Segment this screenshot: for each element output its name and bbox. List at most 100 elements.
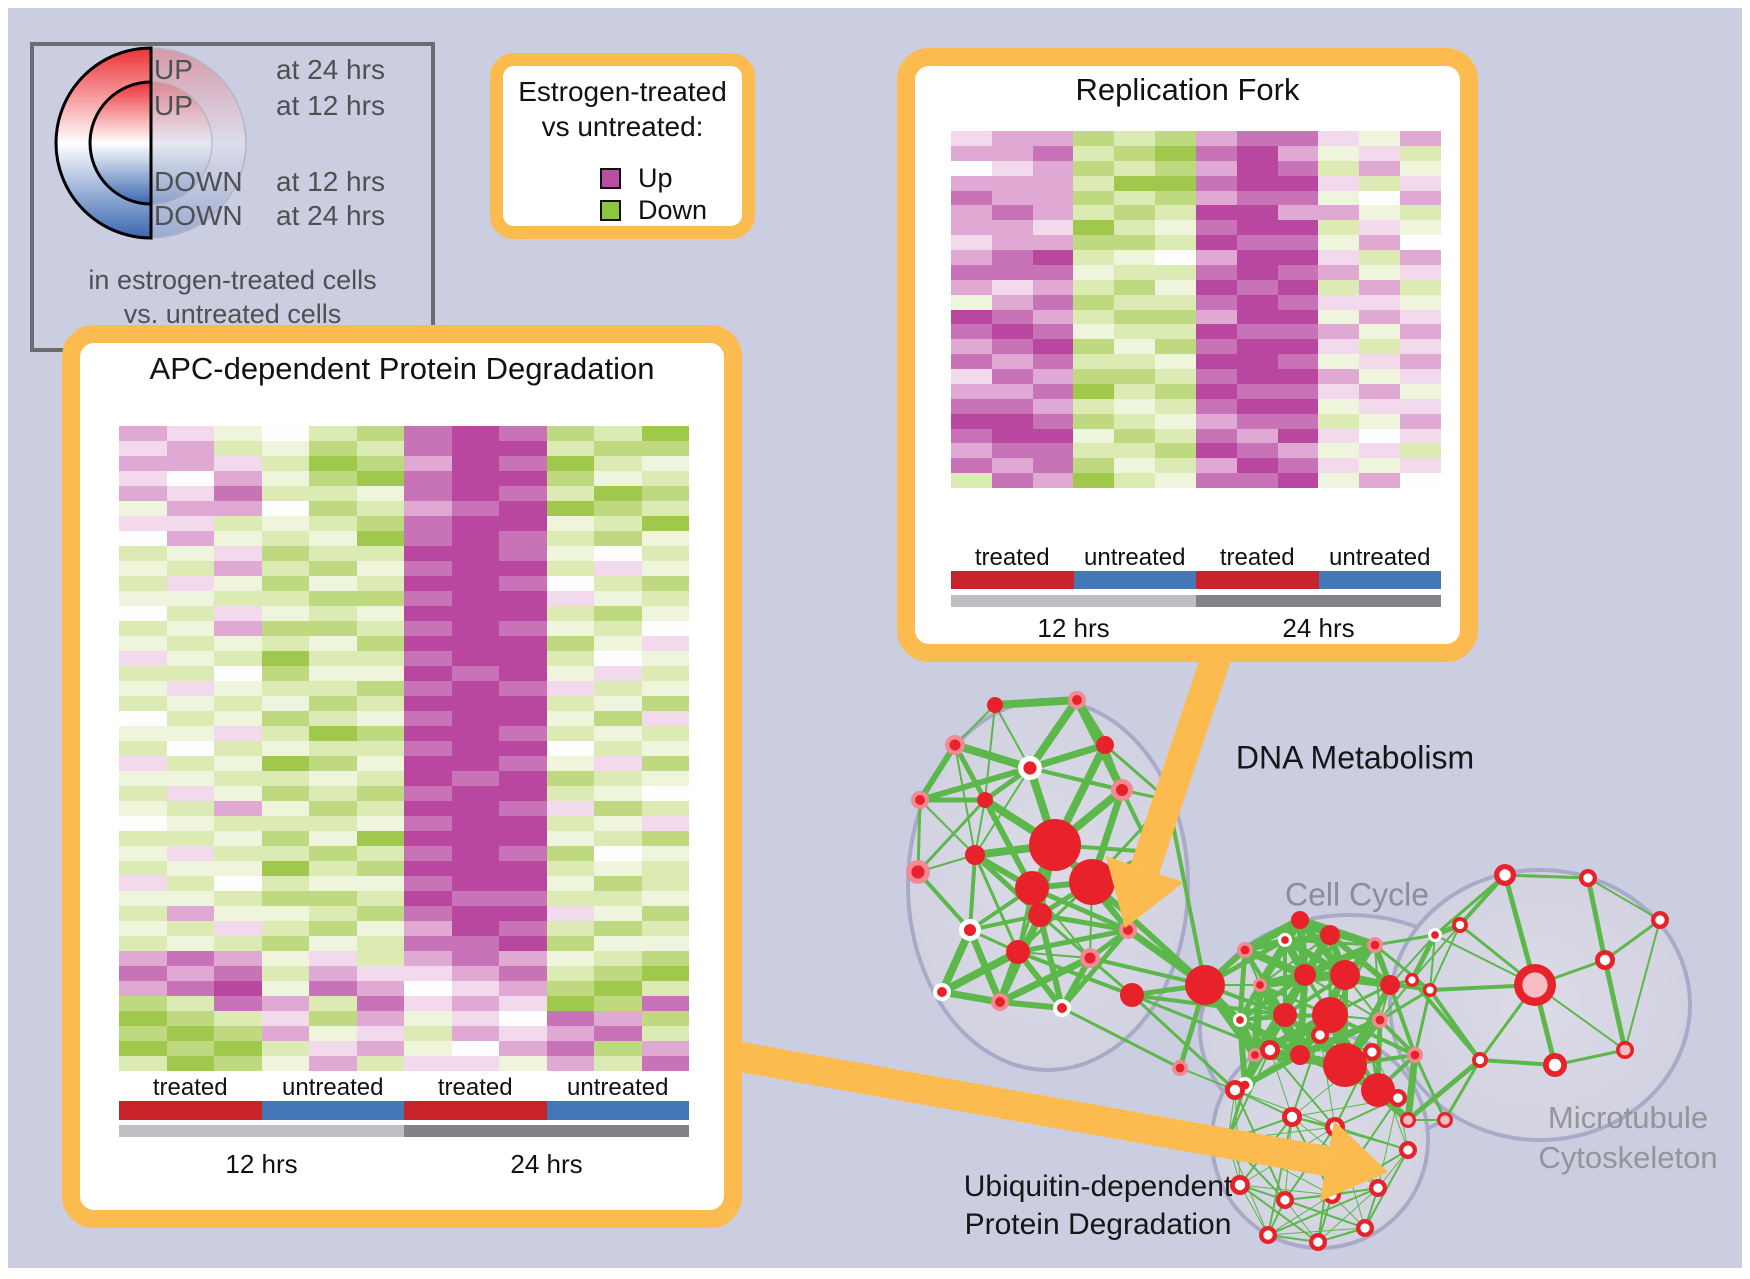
heatmap-cell: [594, 741, 642, 756]
heatmap-cell: [356, 576, 404, 591]
heatmap-cell: [499, 921, 547, 936]
heatmap-cell: [594, 711, 642, 726]
heatmap-cell: [356, 471, 404, 486]
heatmap-cell: [261, 771, 309, 786]
heatmap-cell: [951, 458, 992, 474]
heatmap-cell: [451, 606, 499, 621]
apc-heatmap: [119, 426, 689, 1071]
heatmap-cell: [309, 951, 357, 966]
heatmap-cell: [1277, 160, 1319, 176]
heatmap-cell: [309, 486, 357, 501]
heatmap-cell: [119, 951, 167, 966]
heatmap-cell: [1073, 458, 1115, 474]
heatmap-cell: [404, 891, 452, 906]
heatmap-cell: [1195, 413, 1237, 429]
heatmap-cell: [309, 831, 357, 846]
heatmap-cell: [991, 145, 1033, 161]
heatmap-cell: [214, 786, 262, 801]
heatmap-cell: [499, 501, 547, 516]
heatmap-cell: [404, 816, 452, 831]
heatmap-cell: [991, 413, 1033, 429]
heatmap-cell: [499, 681, 547, 696]
heatmap-cell: [594, 471, 642, 486]
heatmap-cell: [1277, 428, 1319, 444]
heatmap-cell: [499, 831, 547, 846]
heatmap-cell: [261, 636, 309, 651]
heatmap-cell: [356, 1041, 404, 1056]
apc-condition-bar: [119, 1101, 689, 1120]
heatmap-cell: [166, 816, 214, 831]
heatmap-cell: [641, 786, 689, 801]
updown-footer-line1: in estrogen-treated cells: [88, 265, 377, 295]
heatmap-cell: [1114, 160, 1156, 176]
heatmap-cell: [119, 561, 167, 576]
heatmap-cell: [451, 666, 499, 681]
heatmap-cell: [1400, 145, 1441, 161]
heatmap-cell: [261, 651, 309, 666]
heatmap-cell: [451, 741, 499, 756]
heatmap-cell: [1155, 235, 1196, 250]
heatmap-cell: [594, 576, 642, 591]
heatmap-cell: [261, 501, 309, 516]
heatmap-cell: [261, 801, 309, 816]
heatmap-cell: [261, 696, 309, 711]
heatmap-cell: [499, 441, 547, 456]
heatmap-cell: [594, 801, 642, 816]
heatmap-cell: [214, 1026, 262, 1041]
heatmap-cell: [1155, 458, 1196, 474]
heatmap-cell: [309, 651, 357, 666]
heatmap-cell: [214, 636, 262, 651]
heatmap-cell: [119, 906, 167, 921]
heatmap-cell: [641, 651, 689, 666]
heatmap-cell: [166, 636, 214, 651]
heatmap-cell: [1400, 205, 1441, 221]
heatmap-cell: [1318, 264, 1360, 280]
heatmap-cell: [991, 250, 1033, 265]
heatmap-cell: [1277, 309, 1319, 325]
heatmap-cell: [1032, 145, 1074, 161]
heatmap-cell: [546, 786, 594, 801]
heatmap-cell: [214, 816, 262, 831]
heatmap-cell: [1073, 443, 1115, 459]
heatmap-cell: [546, 426, 594, 441]
heatmap-cell: [309, 666, 357, 681]
heatmap-cell: [261, 1026, 309, 1041]
heatmap-cell: [546, 966, 594, 981]
heatmap-cell: [356, 531, 404, 546]
heatmap-cell: [951, 473, 992, 488]
heatmap-cell: [1359, 294, 1401, 310]
heatmap-cell: [119, 861, 167, 876]
heatmap-cell: [261, 606, 309, 621]
heatmap-cell: [991, 428, 1033, 444]
heatmap-cell: [1400, 160, 1441, 176]
inner-circle-left-half: [88, 80, 153, 206]
heatmap-cell: [451, 1056, 499, 1071]
bar-segment: [1318, 571, 1441, 589]
rf-col-label-4: untreated: [1329, 544, 1431, 571]
heatmap-cell: [1073, 428, 1115, 444]
heatmap-cell: [119, 816, 167, 831]
heatmap-cell: [166, 531, 214, 546]
heatmap-cell: [166, 576, 214, 591]
heatmap-cell: [451, 846, 499, 861]
heatmap-cell: [356, 606, 404, 621]
heatmap-cell: [991, 443, 1033, 459]
heatmap-cell: [214, 876, 262, 891]
heatmap-cell: [951, 369, 992, 384]
heatmap-cell: [1032, 458, 1074, 474]
heatmap-cell: [1073, 324, 1115, 340]
heatmap-cell: [404, 681, 452, 696]
heatmap-cell: [261, 846, 309, 861]
heatmap-cell: [1032, 205, 1074, 221]
heatmap-cell: [499, 801, 547, 816]
heatmap-cell: [356, 501, 404, 516]
up-label: Up: [638, 163, 673, 193]
heatmap-cell: [1155, 428, 1196, 444]
bar-segment: [119, 1101, 262, 1120]
heatmap-cell: [404, 606, 452, 621]
heatmap-cell: [991, 160, 1033, 176]
heatmap-cell: [309, 471, 357, 486]
heatmap-cell: [641, 831, 689, 846]
heatmap-cell: [214, 861, 262, 876]
